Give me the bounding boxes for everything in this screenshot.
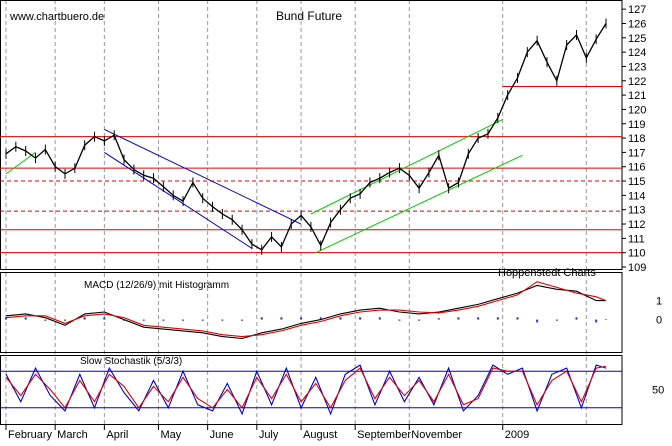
source-label: www.chartbuero.de [9,11,104,23]
price-y-tick-label: 112 [628,219,646,231]
price-y-tick-label: 114 [628,190,646,202]
price-y-tick-label: 115 [628,176,646,188]
gridlines [5,0,587,424]
price-y-tick-label: 118 [628,133,646,145]
x-tick-label: August [303,429,337,441]
x-tick-label: May [160,429,181,441]
macd-signal-line [5,281,607,338]
panel-frame [0,0,623,270]
macd-series [5,281,607,340]
horizontal-levels [0,86,622,409]
price-y-tick-label: 110 [628,248,646,260]
x-tick-label: 2009 [505,429,529,441]
macd-panel-label: MACD (12/26/9) mit Histogramm [84,280,229,291]
stochastic-series [5,364,607,416]
price-line [5,23,607,251]
price-y-tick-label: 123 [628,61,646,73]
x-tick-label: February [8,429,53,441]
up-channel-line [5,152,36,175]
price-series [5,18,607,255]
x-tick-label: March [57,429,88,441]
trend-channels [5,119,523,254]
stoch-panel-label: Slow Stochastik (5/3/3) [80,356,182,367]
price-y-tick-label: 127 [628,4,646,16]
price-y-tick-label: 111 [628,233,645,245]
chart-title: Bund Future [276,9,342,23]
price-y-tick-label: 113 [628,205,646,217]
x-tick-label: June [210,429,234,441]
macd-y-tick-label: 0 [656,315,662,327]
macd-y-tick-label: 1 [656,296,662,308]
x-tick-label: November [411,429,462,441]
price-y-tick-label: 116 [628,162,646,174]
credit-label: Hoppenstedt Charts [498,267,596,279]
price-y-tick-label: 122 [628,76,646,88]
stoch-d-line [5,365,607,409]
x-tick-label: July [259,429,279,441]
price-y-tick-label: 126 [628,18,646,30]
down-channel-line [104,151,253,249]
price-y-tick-label: 119 [628,119,646,131]
up-channel-line [310,119,503,215]
price-y-tick-label: 120 [628,104,646,116]
stoch-y-tick-label: 50 [652,385,664,397]
down-channel-line [104,129,302,225]
panel-frame [0,272,623,353]
price-y-tick-label: 125 [628,33,646,45]
price-y-tick-label: 117 [628,147,646,159]
price-y-tick-label: 109 [628,262,646,274]
panel-frames [0,0,623,425]
axis-ticks: 109 110 111 112 113 114 115 116 117 118 119 120 121 1… [5,4,664,441]
macd-line [5,284,606,340]
up-channel-line [315,154,523,254]
price-y-tick-label: 121 [628,90,646,102]
x-tick-label: April [106,429,128,441]
price-y-tick-label: 124 [628,47,646,59]
x-tick-label: September [357,429,411,441]
